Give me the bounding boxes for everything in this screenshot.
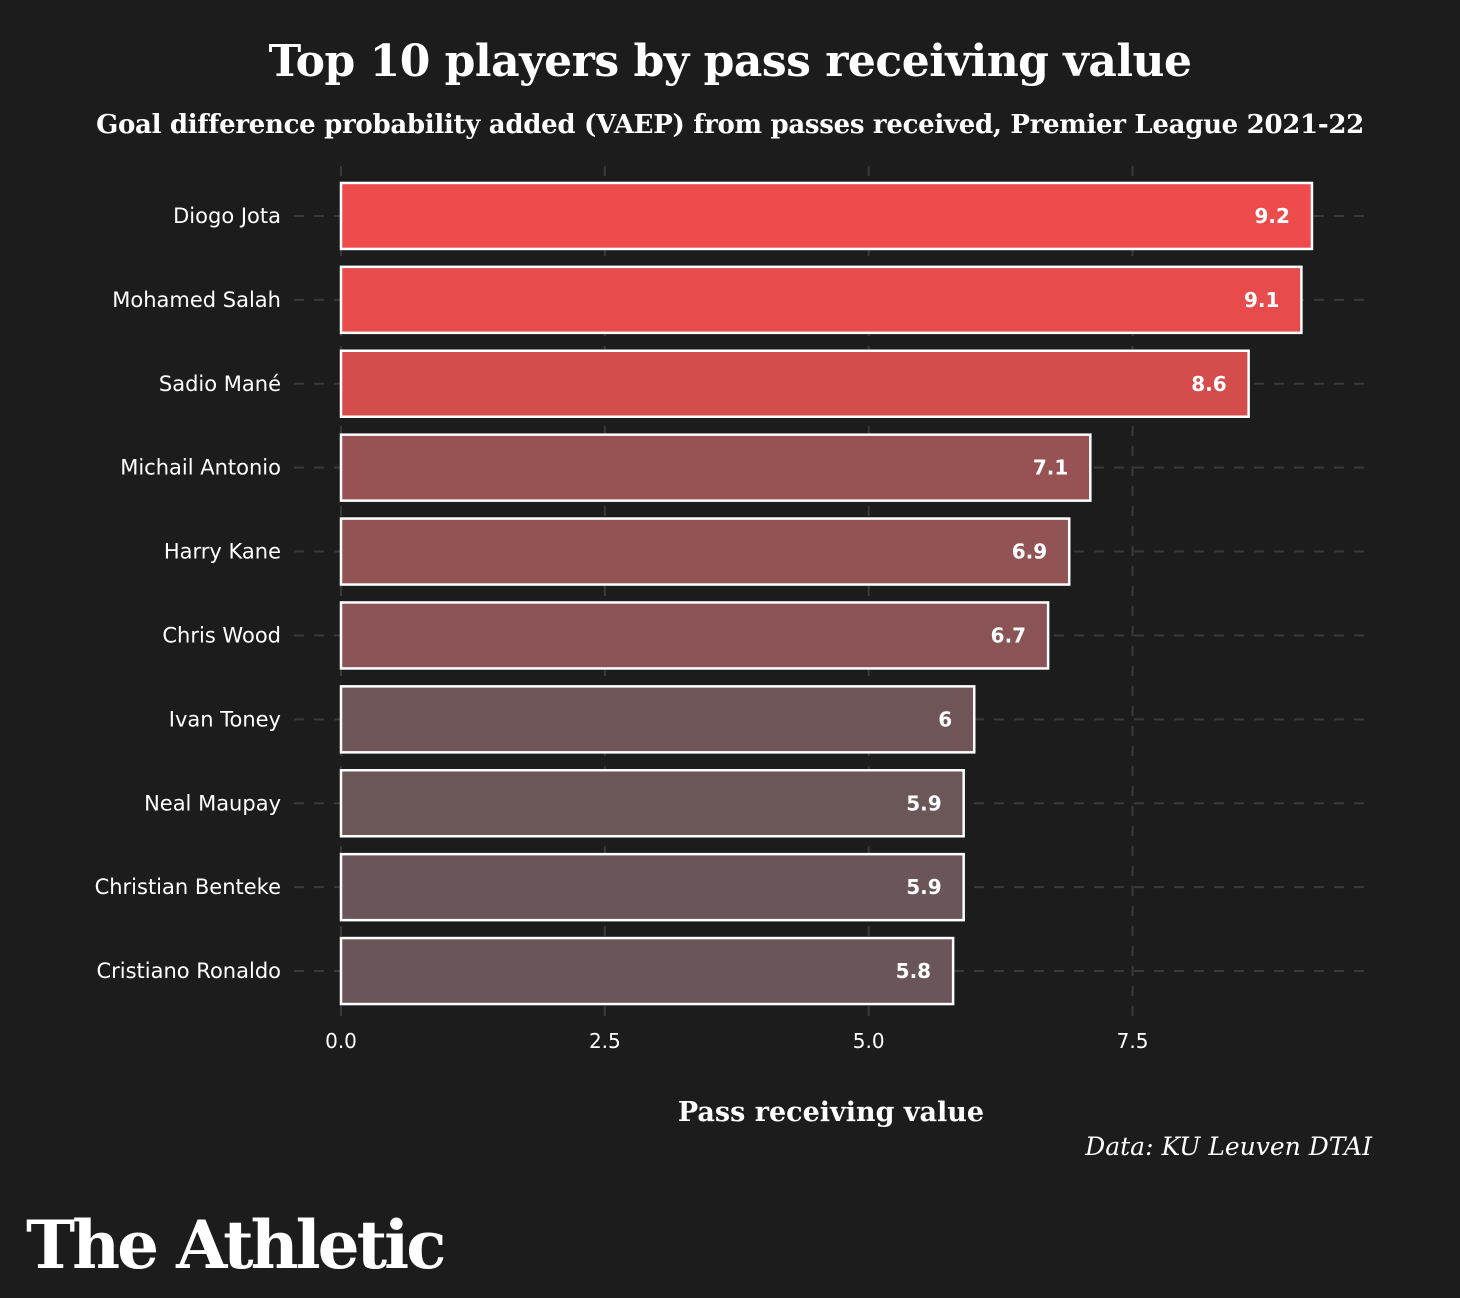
category-label: Ivan Toney xyxy=(169,707,281,731)
bar-value-label: 9.1 xyxy=(1244,288,1279,312)
bar-value-label: 5.9 xyxy=(906,875,941,899)
bar-value-label: 7.1 xyxy=(1033,456,1068,480)
category-label: Mohamed Salah xyxy=(112,288,281,312)
bar xyxy=(339,517,1071,586)
x-tick-label: 7.5 xyxy=(1117,1029,1149,1053)
category-label: Diogo Jota xyxy=(173,204,281,228)
category-label: Neal Maupay xyxy=(144,791,281,815)
category-label: Chris Wood xyxy=(162,623,281,647)
bar-value-label: 6 xyxy=(938,707,952,731)
bar xyxy=(339,265,1303,335)
category-label: Michail Antonio xyxy=(120,456,281,480)
category-label: Christian Benteke xyxy=(95,875,281,899)
x-tick-label: 5.0 xyxy=(853,1029,885,1053)
x-tick-label: 2.5 xyxy=(589,1029,621,1053)
bar-value-label: 6.7 xyxy=(991,623,1026,647)
bar xyxy=(339,936,955,1006)
bar-value-label: 5.8 xyxy=(896,959,931,983)
bar xyxy=(339,601,1050,670)
brand-logo: The Athletic xyxy=(26,1206,446,1284)
bar xyxy=(339,852,965,922)
x-axis-title: Pass receiving value xyxy=(678,1097,984,1128)
bar-value-label: 5.9 xyxy=(906,791,941,815)
chart-title: Top 10 players by pass receiving value xyxy=(268,36,1192,87)
category-label: Cristiano Ronaldo xyxy=(96,959,281,983)
chart-subtitle: Goal difference probability added (VAEP)… xyxy=(96,110,1364,140)
x-axis-ticks: 0.0 2.5 5.0 7.5 xyxy=(325,1029,1148,1053)
category-label: Harry Kane xyxy=(164,540,281,564)
bar xyxy=(339,769,965,838)
bar xyxy=(339,181,1314,251)
source-note: Data: KU Leuven DTAI xyxy=(1085,1132,1372,1161)
bar-value-label: 9.2 xyxy=(1255,204,1290,228)
bar-value-label: 8.6 xyxy=(1191,372,1226,396)
bar xyxy=(339,349,1250,418)
bar-value-label: 6.9 xyxy=(1012,540,1047,564)
x-tick-label: 0.0 xyxy=(325,1029,357,1053)
bar xyxy=(339,685,976,754)
bars: 9.2 9.1 8.6 7.1 6.9 6.7 6 5.9 5.9 5.8 xyxy=(339,181,1314,1006)
category-labels: Diogo Jota Mohamed Salah Sadio Mané Michail… xyxy=(95,204,281,983)
bar xyxy=(339,433,1092,502)
category-label: Sadio Mané xyxy=(159,372,281,396)
